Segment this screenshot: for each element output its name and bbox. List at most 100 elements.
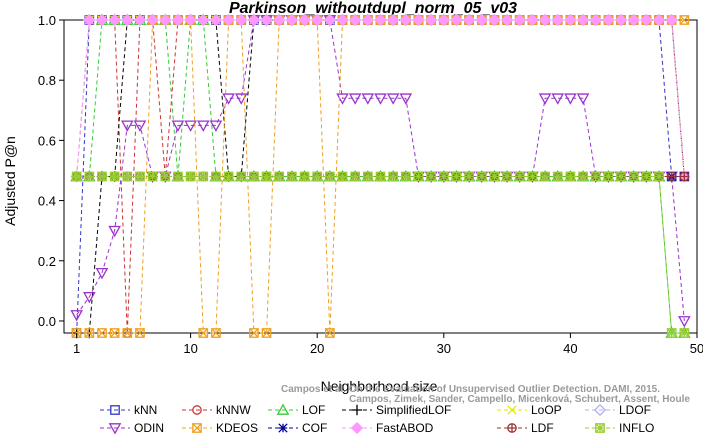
data-point-inflo	[211, 171, 221, 182]
data-point-fastabod	[146, 13, 159, 27]
legend-label-loop: LoOP	[531, 403, 562, 417]
legend-label-kdeos: KDEOS	[216, 421, 258, 434]
y-tick-label: 0.0	[38, 314, 56, 329]
data-point-inflo	[413, 171, 424, 182]
data-point-kdeos	[135, 328, 145, 338]
legend-item-odin: ODIN	[100, 421, 164, 434]
data-point-inflo	[654, 171, 664, 182]
legend-item-inflo: INFLO	[585, 421, 654, 434]
y-tick-label: 0.8	[38, 73, 56, 88]
data-point-fastabod	[209, 13, 223, 27]
data-point-inflo	[147, 171, 158, 182]
x-tick-label: 20	[310, 341, 324, 356]
data-point-inflo	[135, 171, 145, 182]
series-inflo	[71, 171, 690, 338]
data-point-inflo	[109, 171, 120, 182]
data-point-fastabod	[133, 13, 147, 27]
data-point-odin	[399, 93, 413, 105]
data-point-fastabod	[450, 13, 463, 27]
data-point-fastabod	[399, 13, 412, 27]
legend: kNN kNNW LOF SimplifiedLOF LoOP LDOF ODIN KDEOS…	[100, 403, 654, 434]
data-point-inflo	[552, 171, 563, 182]
data-point-odin	[120, 120, 134, 132]
data-point-fastabod	[640, 13, 653, 27]
data-point-odin	[551, 93, 565, 105]
data-point-fastabod	[159, 13, 172, 27]
data-point-fastabod	[222, 13, 235, 27]
legend-label-lof: LOF	[302, 403, 325, 417]
data-point-odin	[108, 225, 121, 238]
data-point-fastabod	[463, 13, 476, 27]
data-point-inflo	[350, 171, 361, 182]
data-point-inflo	[514, 171, 525, 182]
data-point-fastabod	[602, 13, 615, 27]
data-point-kdeos	[679, 15, 690, 25]
data-point-inflo	[249, 171, 259, 182]
data-point-odin	[386, 93, 400, 105]
chart-title: Parkinson_withoutdupl_norm_05_v03	[229, 0, 517, 17]
data-point-fastabod	[589, 13, 602, 27]
x-axis: 1 10 20 30 40 50	[73, 333, 703, 356]
data-point-kdeos	[109, 328, 120, 338]
data-point-inflo	[198, 171, 209, 182]
data-point-odin	[196, 120, 210, 132]
data-point-odin	[348, 93, 362, 105]
legend-label-knn: kNN	[134, 403, 157, 417]
series-line-inflo	[76, 176, 685, 334]
legend-item-cof: COF	[268, 421, 327, 434]
series-ldof	[70, 13, 691, 183]
y-tick-label: 0.6	[38, 133, 56, 148]
data-point-inflo	[679, 328, 690, 338]
data-point-fastabod	[323, 13, 336, 27]
data-point-inflo	[71, 171, 82, 182]
data-point-inflo	[160, 171, 171, 182]
data-point-fastabod	[235, 13, 248, 27]
data-point-fastabod	[526, 13, 539, 27]
legend-item-kdeos: KDEOS	[182, 421, 258, 434]
data-point-inflo	[287, 171, 297, 182]
data-point-fastabod	[197, 13, 210, 27]
data-point-inflo	[97, 171, 107, 182]
data-point-fastabod	[95, 13, 109, 27]
data-point-odin	[171, 120, 185, 132]
series-line-fastabod	[76, 19, 685, 177]
legend-label-simplifiedlof: SimplifiedLOF	[376, 403, 451, 417]
legend-marker-loop	[507, 405, 517, 415]
data-point-fastabod	[374, 13, 387, 27]
data-point-fastabod	[614, 13, 628, 27]
legend-marker-cof	[278, 423, 288, 433]
data-point-fastabod	[260, 13, 273, 27]
data-point-inflo	[325, 171, 335, 182]
data-point-inflo	[476, 171, 487, 182]
data-point-fastabod	[273, 13, 286, 27]
x-axis-label: Neighborhood size	[321, 378, 438, 394]
data-point-fastabod	[500, 13, 514, 27]
data-point-inflo	[375, 171, 386, 182]
data-point-inflo	[337, 171, 348, 182]
plot-area	[63, 13, 698, 339]
data-point-inflo	[84, 171, 95, 182]
data-point-fastabod	[538, 13, 552, 27]
data-point-inflo	[185, 171, 196, 182]
data-point-fastabod	[311, 13, 324, 27]
legend-marker-odin	[108, 423, 122, 434]
series-fastabod	[70, 13, 691, 183]
data-point-kdeos	[211, 328, 221, 338]
x-tick-label: 50	[690, 341, 703, 356]
legend-marker-ldof	[593, 403, 607, 417]
data-point-kdeos	[122, 328, 133, 338]
legend-label-cof: COF	[302, 421, 327, 434]
data-point-inflo	[451, 171, 462, 182]
data-point-fastabod	[361, 13, 374, 27]
series-line-loop	[76, 19, 685, 177]
data-point-kdeos	[84, 328, 95, 338]
legend-item-ldof: LDOF	[585, 403, 651, 417]
data-point-fastabod	[513, 13, 526, 27]
data-point-fastabod	[336, 13, 349, 27]
data-point-fastabod	[349, 13, 362, 27]
data-point-inflo	[502, 171, 512, 182]
data-point-odin	[83, 292, 96, 304]
data-point-kdeos	[97, 328, 107, 338]
data-point-fastabod	[475, 13, 488, 27]
data-point-fastabod	[412, 13, 425, 27]
